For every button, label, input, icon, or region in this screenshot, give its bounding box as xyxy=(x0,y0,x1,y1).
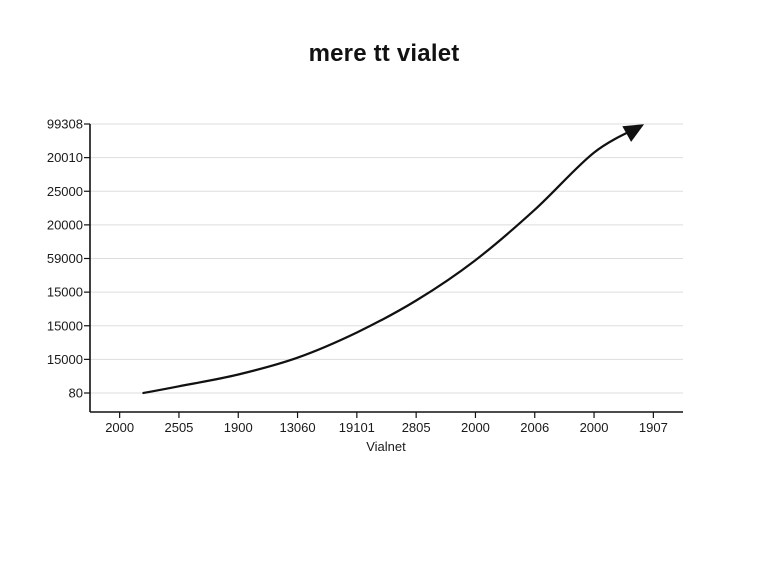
y-tick-label: 99308 xyxy=(47,117,83,132)
arrowhead-icon xyxy=(622,124,645,142)
x-tick-label: 2000 xyxy=(105,420,134,435)
y-tick-label: 20000 xyxy=(47,217,83,232)
y-tick-label: 25000 xyxy=(47,184,83,199)
x-tick-label: 1907 xyxy=(639,420,668,435)
y-tick-label: 20010 xyxy=(47,150,83,165)
series-group xyxy=(142,124,645,395)
x-tick-label: 2000 xyxy=(580,420,609,435)
y-tick-label: 15000 xyxy=(47,352,83,367)
x-tick-label: 13060 xyxy=(279,420,315,435)
y-tick-label: 80 xyxy=(69,386,83,401)
chart-title: mere tt vialet xyxy=(308,40,460,67)
x-tick-label: 2505 xyxy=(164,420,193,435)
x-tick-labels: 2000 2505 1900 13060 19101 2805 2000 2006 2000 19… xyxy=(105,420,668,435)
gridlines xyxy=(90,123,683,394)
y-tick-labels: 99308 20010 25000 20000 59000 15000 15000 15000… xyxy=(47,117,83,401)
x-tick-label: 2006 xyxy=(520,420,549,435)
x-tick-label: 2000 xyxy=(461,420,490,435)
y-tick-label: 15000 xyxy=(47,318,83,333)
x-tick-label: 1900 xyxy=(224,420,253,435)
series-line xyxy=(142,124,643,395)
x-tick-label: 19101 xyxy=(339,420,375,435)
y-tick-label: 15000 xyxy=(47,285,83,300)
y-tick-label: 59000 xyxy=(47,251,83,266)
axes xyxy=(84,123,683,418)
x-axis-title: Vialnet xyxy=(366,439,406,454)
x-tick-label: 2805 xyxy=(402,420,431,435)
